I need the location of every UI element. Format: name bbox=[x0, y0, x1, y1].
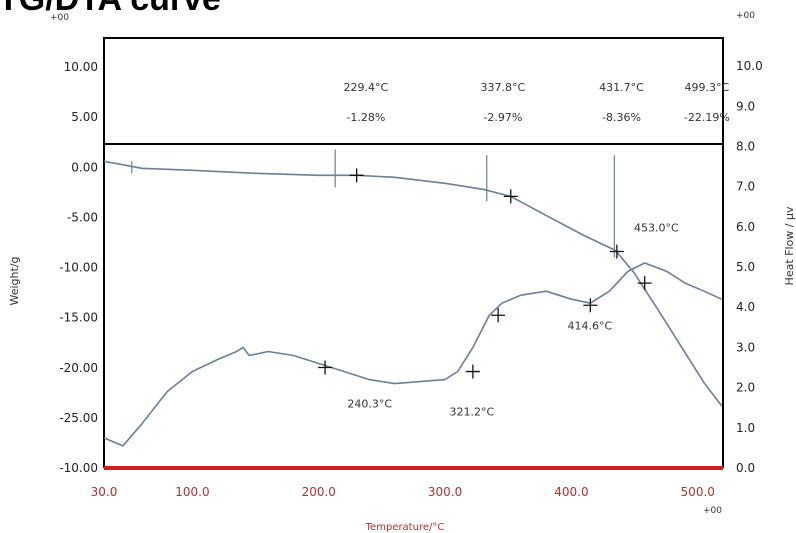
cross-marker bbox=[583, 298, 598, 313]
step-temperature-label: 431.7°C bbox=[599, 81, 644, 94]
cross-marker bbox=[349, 168, 364, 183]
peak-temperature-label: 240.3°C bbox=[347, 398, 392, 411]
peak-temperature-label: 321.2°C bbox=[450, 406, 495, 419]
y-left-tick-label: 10.00 bbox=[64, 60, 98, 74]
annotation-layer: 229.4°C -1.28% 337.8°C -2.97% 431.7°C -8.36% 4… bbox=[344, 81, 730, 419]
step-temperature-label: 337.8°C bbox=[480, 81, 525, 94]
y-left-tick-label: -25.00 bbox=[59, 411, 98, 425]
y-left-tick-label: 5.00 bbox=[71, 110, 98, 124]
y-right-tick-label: 2.0 bbox=[736, 381, 755, 395]
cross-marker bbox=[318, 360, 333, 375]
cross-marker bbox=[609, 244, 624, 259]
tg-weight-line bbox=[103, 160, 723, 407]
x-tick-label: 200.0 bbox=[302, 485, 336, 499]
step-weight-loss-label: -1.28% bbox=[346, 111, 385, 124]
step-weight-loss-label: -2.97% bbox=[483, 111, 522, 124]
y-right-tick-label: 9.0 bbox=[736, 99, 755, 113]
peak-temperature-label: 414.6°C bbox=[568, 319, 613, 332]
x-tick-label: 100.0 bbox=[175, 485, 209, 499]
dta-heat-flow-line bbox=[103, 262, 723, 447]
x-axis-ticks: 30.0 100.0 200.0 300.0 400.0 500.0 bbox=[91, 485, 715, 499]
peak-temperature-label: 453.0°C bbox=[634, 221, 679, 234]
x-axis-label: Temperature/°C bbox=[365, 522, 445, 533]
y-right-tick-label: 4.0 bbox=[736, 300, 755, 314]
y-right-tick-label: 3.0 bbox=[736, 340, 755, 354]
step-lines bbox=[131, 149, 615, 258]
y-right-tick-label: 6.0 bbox=[736, 220, 755, 234]
left-axis-exponent: +00 bbox=[50, 13, 69, 23]
y-axis-left-label: Weight/g bbox=[8, 256, 21, 305]
x-tick-label: 300.0 bbox=[428, 485, 462, 499]
cross-marker bbox=[491, 308, 506, 323]
y-left-tick-label: -10.00 bbox=[59, 461, 98, 475]
right-axis-ticks: 10.0 9.0 8.0 7.0 6.0 5.0 4.0 3.0 2.0 1.0 0.0 bbox=[736, 59, 763, 475]
plot-frame-top bbox=[103, 37, 724, 145]
y-right-tick-label: 7.0 bbox=[736, 180, 755, 194]
y-left-tick-label: 0.00 bbox=[71, 160, 98, 174]
y-right-tick-label: 5.0 bbox=[736, 260, 755, 274]
x-tick-label: 30.0 bbox=[91, 485, 118, 499]
y-left-tick-label: -10.00 bbox=[59, 261, 98, 275]
right-axis-exponent: +00 bbox=[736, 11, 755, 21]
cross-marker bbox=[465, 364, 480, 379]
y-right-tick-label: 8.0 bbox=[736, 139, 755, 153]
y-right-tick-label: 10.0 bbox=[736, 59, 763, 73]
step-weight-loss-label: -8.36% bbox=[602, 111, 641, 124]
y-left-tick-label: -5.00 bbox=[67, 210, 98, 224]
cross-marker bbox=[637, 276, 652, 291]
y-axis-right-label: Heat Flow / μv bbox=[783, 206, 796, 285]
y-right-tick-label: 0.0 bbox=[736, 461, 755, 475]
series-layer bbox=[103, 160, 723, 447]
chart-title: TG/DTA curve bbox=[0, 0, 221, 18]
marker-layer bbox=[318, 168, 652, 379]
y-right-tick-label: 1.0 bbox=[736, 421, 755, 435]
left-axis-ticks: 10.00 5.00 0.00 -5.00 -10.00 -15.00 -20.00 -25.… bbox=[59, 60, 98, 475]
cross-marker bbox=[503, 189, 518, 204]
step-temperature-label: 499.3°C bbox=[685, 81, 730, 94]
y-left-tick-label: -20.00 bbox=[59, 361, 98, 375]
x-axis-exponent: +00 bbox=[703, 506, 722, 516]
step-weight-loss-label: -22.19% bbox=[684, 111, 730, 124]
x-tick-label: 500.0 bbox=[681, 485, 715, 499]
x-tick-label: 400.0 bbox=[554, 485, 588, 499]
step-temperature-label: 229.4°C bbox=[344, 81, 389, 94]
y-left-tick-label: -15.00 bbox=[59, 311, 98, 325]
